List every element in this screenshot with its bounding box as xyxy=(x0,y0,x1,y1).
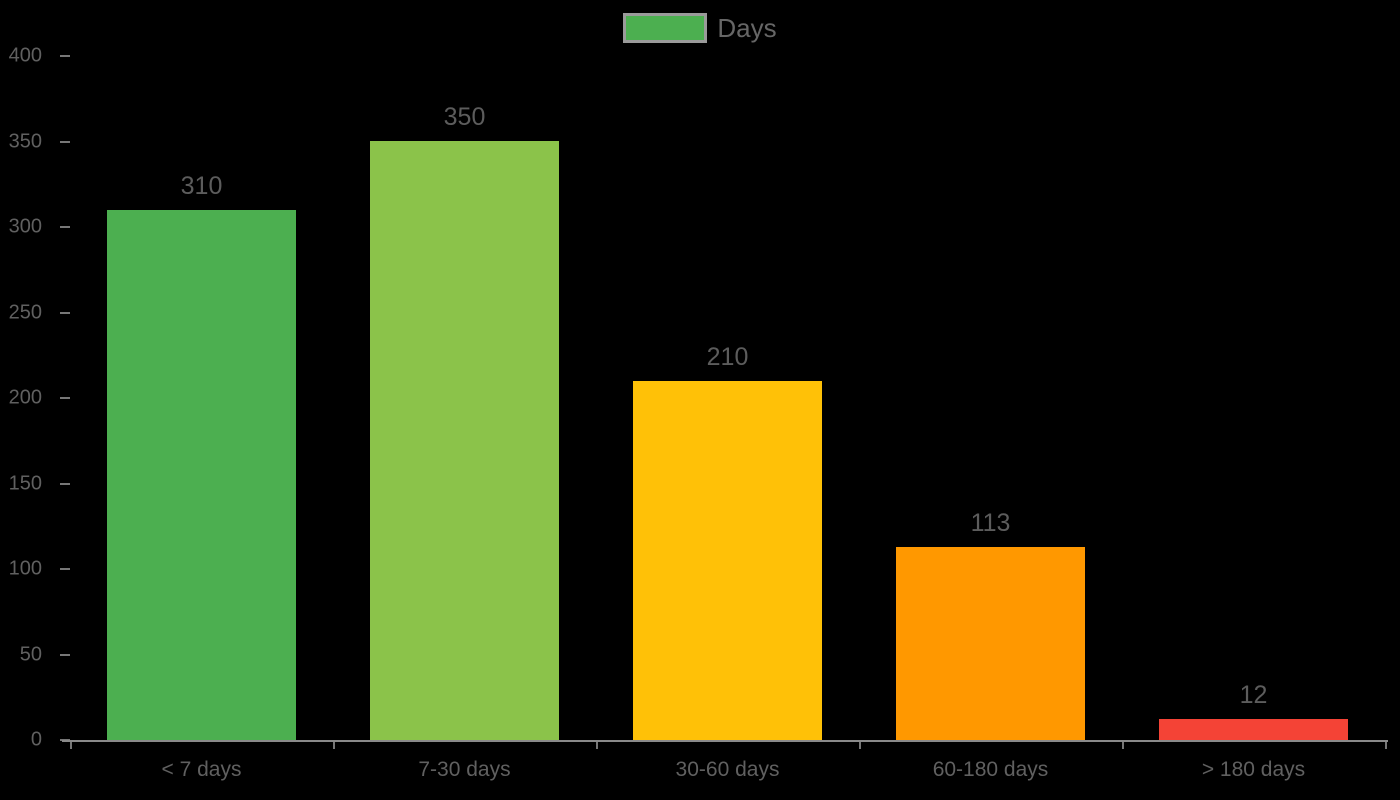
chart-legend[interactable]: Days xyxy=(0,13,1400,43)
x-axis-category-label: < 7 days xyxy=(161,758,242,781)
y-axis-tick-label: 250 xyxy=(8,301,42,323)
y-axis-tick-mark xyxy=(60,653,70,656)
bar-3 xyxy=(633,381,822,740)
x-axis-category-label: 60-180 days xyxy=(932,758,1049,781)
bar-4 xyxy=(896,547,1085,740)
x-axis-tick-mark xyxy=(596,742,598,749)
y-axis-tick-mark xyxy=(60,140,70,143)
x-axis-category-label: 7-30 days xyxy=(418,758,511,781)
x-axis-line xyxy=(62,740,1388,742)
y-axis-tick-mark xyxy=(60,397,70,399)
y-axis-tick-label: 350 xyxy=(8,130,42,152)
y-axis-tick-label: 50 xyxy=(19,643,42,665)
legend-label: Days xyxy=(717,13,777,43)
bar-2 xyxy=(370,141,559,740)
y-axis-tick-mark xyxy=(60,482,70,485)
x-axis-tick-mark xyxy=(859,742,861,749)
y-axis-tick-mark xyxy=(60,55,70,57)
y-axis-tick-mark xyxy=(60,226,70,228)
bar-value-label: 113 xyxy=(970,509,1011,537)
y-axis-tick-label: 150 xyxy=(8,472,42,494)
x-axis-tick-mark xyxy=(70,742,72,749)
y-axis-tick-mark xyxy=(60,311,70,314)
y-axis-tick-label: 200 xyxy=(8,386,42,409)
y-axis-tick-label: 400 xyxy=(8,44,42,67)
y-axis-tick-label: 0 xyxy=(30,728,42,751)
y-axis-tick-label: 300 xyxy=(8,215,42,238)
y-axis-tick-label: 100 xyxy=(8,557,42,580)
x-axis-tick-mark xyxy=(333,742,335,749)
legend-swatch-icon xyxy=(623,13,708,43)
bar-value-label: 12 xyxy=(1239,681,1268,709)
x-axis-category-label: 30-60 days xyxy=(675,758,780,781)
bar-5 xyxy=(1159,719,1348,740)
x-axis-tick-mark xyxy=(1122,742,1124,749)
y-axis-tick-mark xyxy=(60,568,70,570)
bar-1 xyxy=(107,210,296,740)
bar-value-label: 310 xyxy=(180,172,223,200)
x-axis-tick-mark xyxy=(1385,742,1387,749)
x-axis-category-label: > 180 days xyxy=(1201,758,1306,781)
bar-value-label: 350 xyxy=(443,103,486,131)
bar-value-label: 210 xyxy=(706,343,749,371)
